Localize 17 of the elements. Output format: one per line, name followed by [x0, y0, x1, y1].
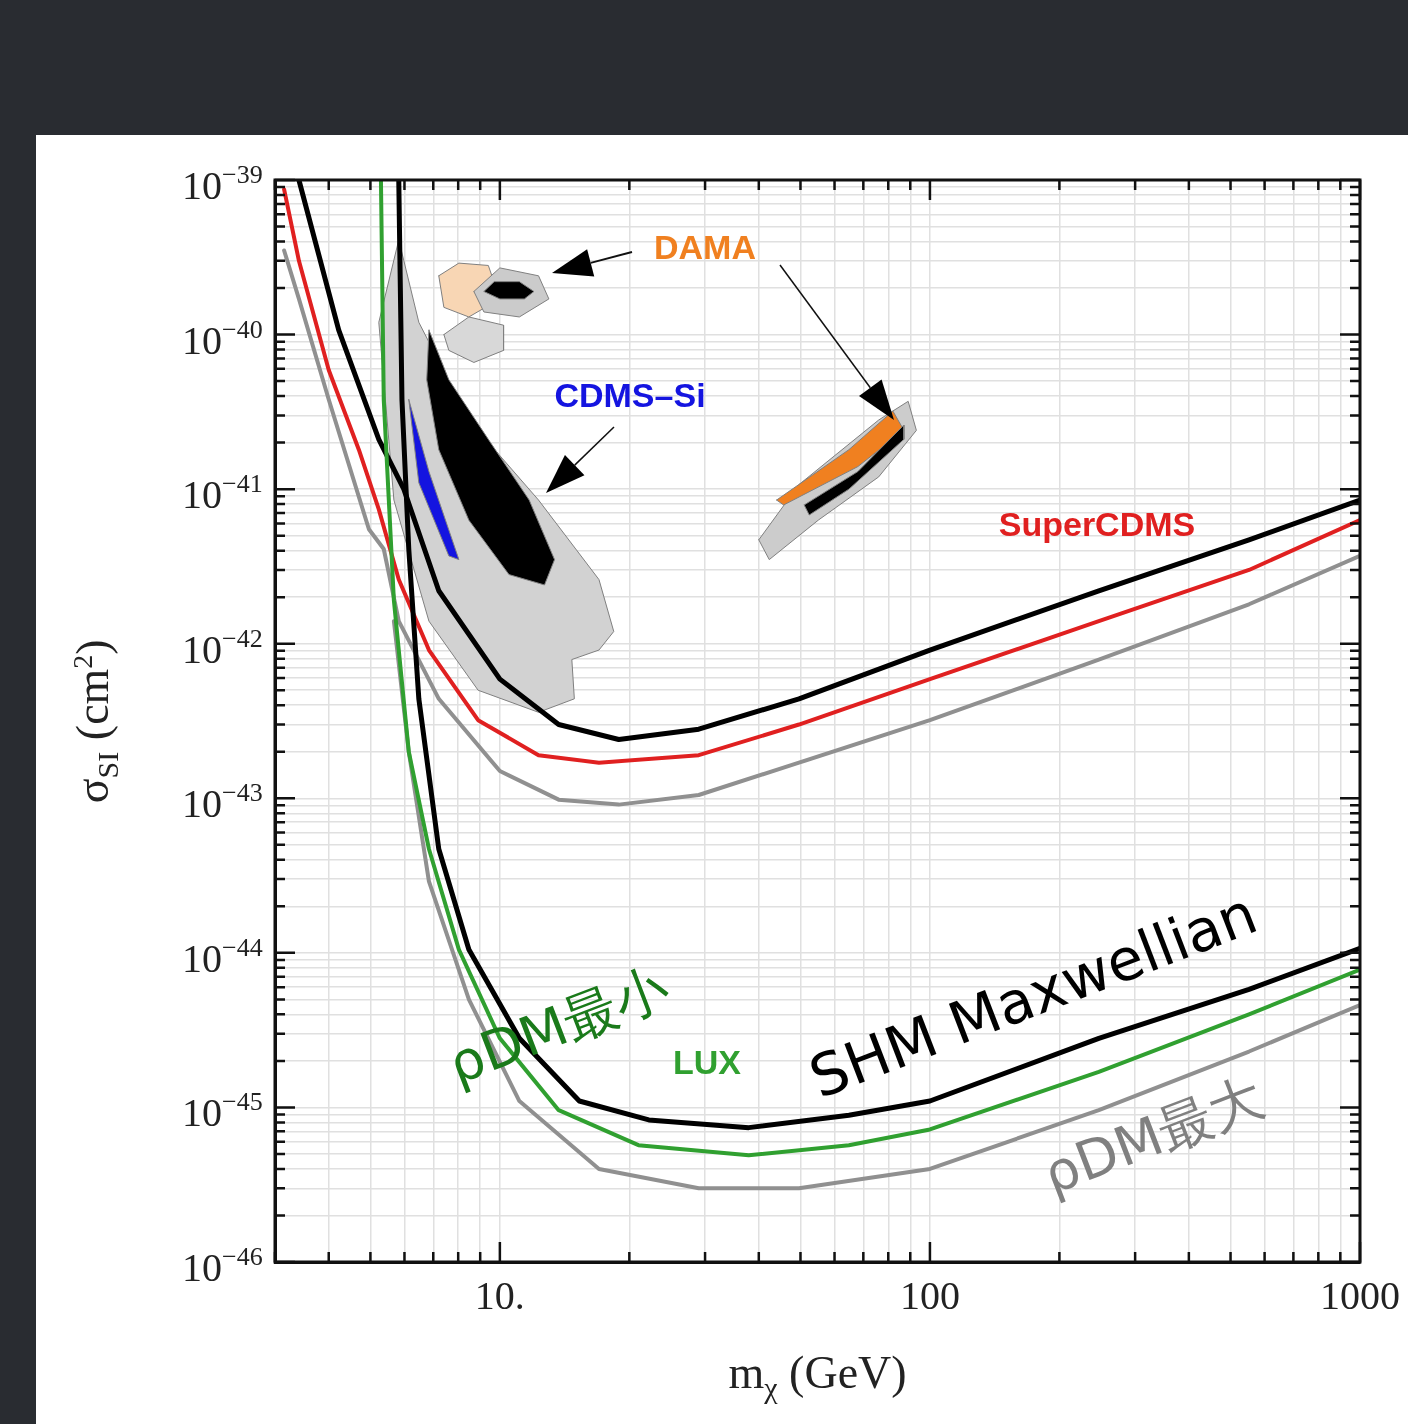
y-tick-label: 10$^{−42}$ [182, 623, 263, 672]
y-tick-label: 10$^{−39}$ [182, 160, 263, 208]
annotation: CDMS–Si [554, 376, 706, 415]
annotation: ρDM最大 [1034, 1065, 1273, 1207]
y-tick-label: 10$^{−40}$ [182, 314, 263, 363]
x-tick-label: 10. [474, 1273, 525, 1318]
y-tick-label: 10$^{−46}$ [182, 1242, 263, 1290]
x-axis-title: m$_{χ}$ (GeV) [728, 1347, 907, 1405]
annotation: DAMA [654, 228, 756, 267]
y-tick-label: 10$^{−44}$ [182, 932, 263, 981]
y-tick-label: 10$^{−45}$ [182, 1087, 263, 1136]
x-tick-label: 100 [899, 1273, 960, 1318]
y-tick-label: 10$^{−41}$ [182, 469, 263, 518]
x-tick-label: 1000 [1320, 1273, 1400, 1318]
annotation: SuperCDMS [998, 505, 1196, 544]
y-tick-label: 10$^{−43}$ [182, 778, 263, 827]
annotation: LUX [673, 1043, 742, 1082]
